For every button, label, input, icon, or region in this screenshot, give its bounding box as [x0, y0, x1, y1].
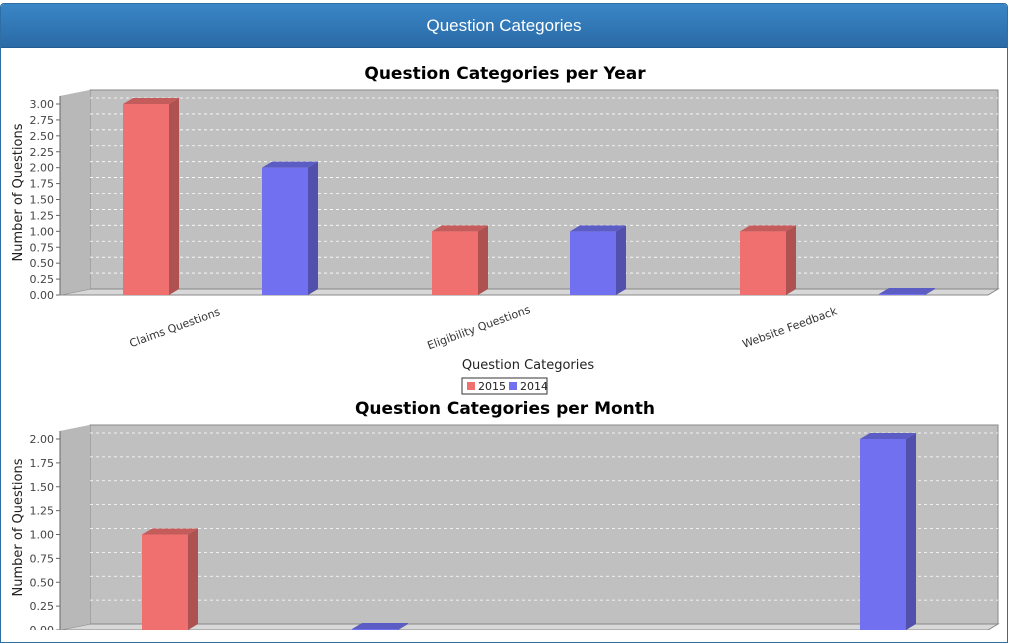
y-tick-label: 1.00 — [30, 225, 55, 238]
chart-1: Question Categories per Year 0.00 0.25 0.50… — [11, 64, 1000, 395]
legend-swatch — [509, 382, 517, 390]
bar-month-3 — [860, 433, 916, 630]
bar-2014-eligibility-questions — [570, 225, 626, 295]
y-tick-label: 1.00 — [30, 529, 55, 542]
charts-canvas: Question Categories per Year 0.00 0.25 0.50… — [11, 64, 1000, 630]
legend: 2015 2014 — [461, 377, 548, 395]
legend-entry: 2014 — [520, 380, 548, 393]
y-tick-label: 2.50 — [30, 130, 55, 143]
y-tick-label: 2.00 — [30, 433, 55, 446]
chart-title: Question Categories per Year — [364, 64, 646, 84]
y-tick-label: 0.25 — [30, 273, 55, 286]
y-tick-label: 1.75 — [30, 457, 55, 470]
legend-swatch — [467, 382, 475, 390]
category-label: Claims Questions — [128, 305, 222, 350]
y-tick-label: 1.50 — [30, 194, 55, 207]
y-axis-title: Number of Questions — [11, 458, 26, 596]
y-tick-label: 3.00 — [30, 98, 55, 111]
x-axis-title: Question Categories — [462, 358, 595, 373]
y-tick-label: 0.75 — [30, 241, 55, 254]
y-tick-label: 0.00 — [30, 289, 55, 302]
bar-2015-eligibility-questions — [432, 225, 488, 295]
y-tick-label: 2.75 — [30, 114, 55, 127]
plot-floor — [59, 623, 1000, 630]
bar-month-2 — [352, 623, 408, 630]
bar-2014-website-feedback — [879, 288, 935, 295]
category-label: Eligibility Questions — [426, 303, 533, 352]
y-axis-title: Number of Questions — [11, 123, 26, 261]
legend-entry: 2015 — [478, 380, 506, 393]
bar-month-1 — [142, 528, 198, 630]
bar-2015-website-feedback — [740, 225, 796, 295]
y-tick-label: 2.00 — [30, 162, 55, 175]
y-tick-label: 1.25 — [30, 505, 55, 518]
panel-header: Question Categories — [1, 4, 1007, 48]
y-tick-label: 0.75 — [30, 552, 55, 565]
legend-box — [461, 377, 548, 395]
category-label: Website Feedback — [741, 304, 840, 351]
y-tick-label: 0.25 — [30, 600, 55, 613]
bar-2015-claims-questions — [123, 98, 179, 295]
bar-2014-claims-questions — [262, 161, 318, 295]
y-tick-label: 1.75 — [30, 178, 55, 191]
y-tick-label: 0.00 — [30, 624, 55, 630]
plot-floor — [59, 288, 1000, 296]
chart-2: Question Categories per Month 0.00 0.25 0.5… — [11, 399, 1000, 630]
y-tick-label: 2.25 — [30, 146, 55, 159]
chart-title: Question Categories per Month — [355, 399, 655, 419]
y-tick-label: 1.50 — [30, 481, 55, 494]
y-tick-label: 0.50 — [30, 257, 55, 270]
y-tick-label: 1.25 — [30, 209, 55, 222]
y-tick-label: 0.50 — [30, 576, 55, 589]
